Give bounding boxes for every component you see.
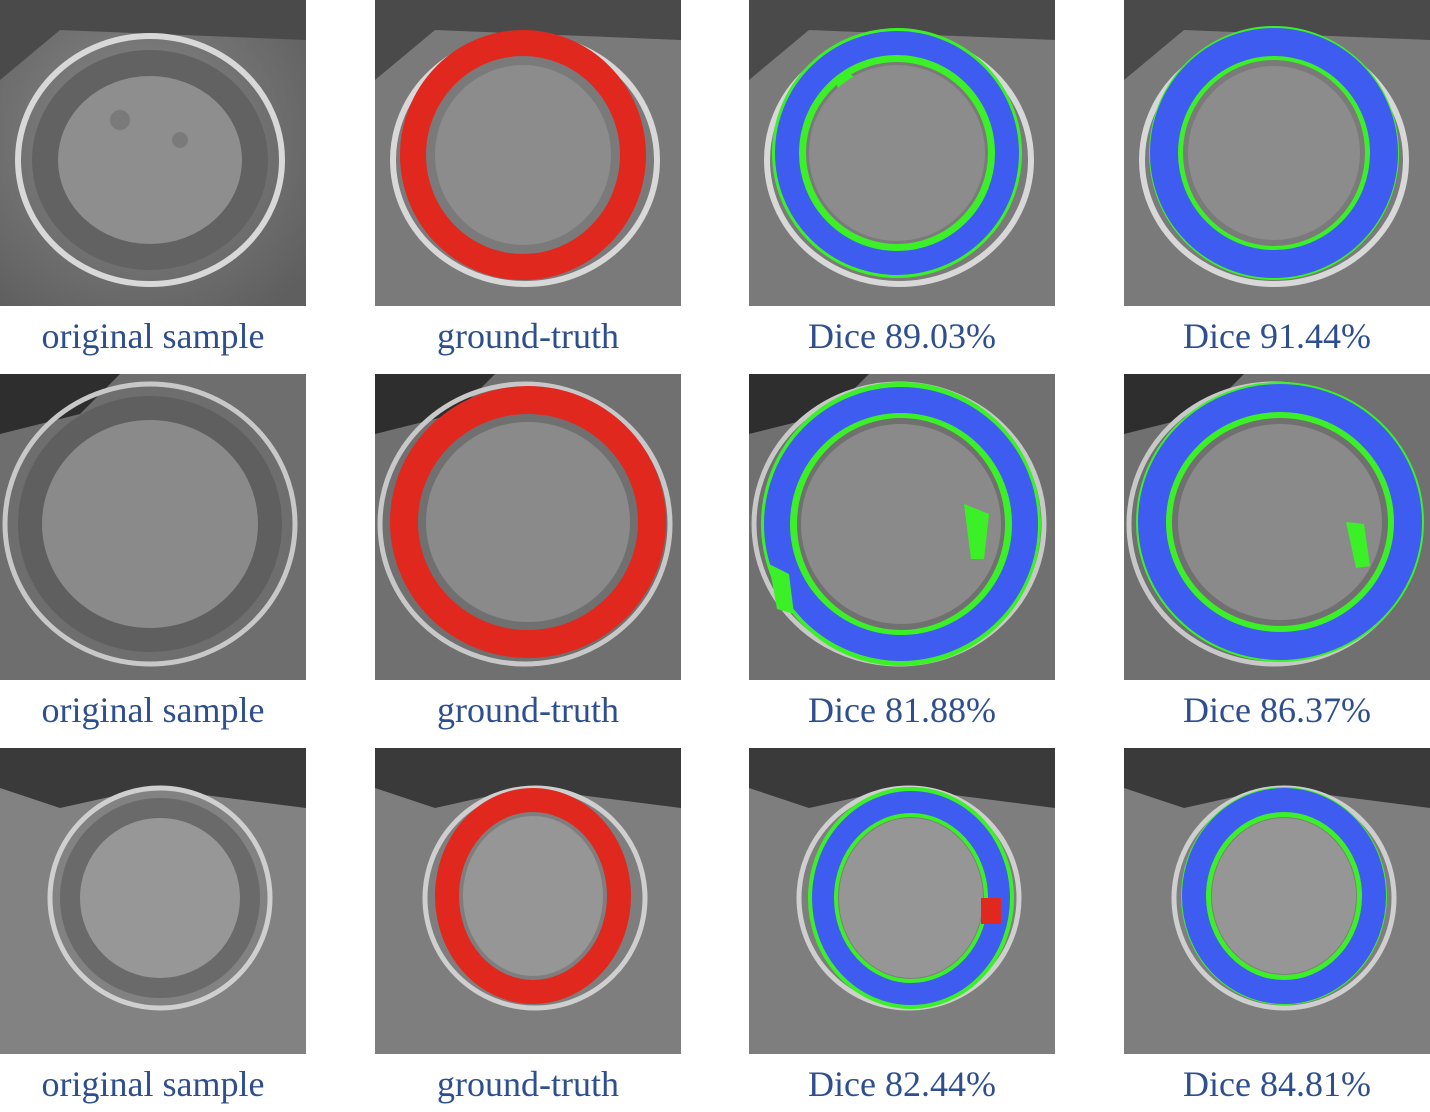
panel-caption: ground-truth: [437, 1064, 619, 1104]
mri-image-prediction-overlay: [1124, 0, 1430, 306]
mri-image-ground-truth-overlay: [375, 0, 681, 306]
mri-image: [0, 374, 306, 680]
mri-image-prediction-overlay: [749, 374, 1055, 680]
panel-caption: ground-truth: [437, 316, 619, 356]
panel-caption: ground-truth: [437, 690, 619, 730]
panel-caption: Dice 84.81%: [1183, 1064, 1371, 1104]
panel-caption: Dice 82.44%: [808, 1064, 996, 1104]
panel-caption: Dice 86.37%: [1183, 690, 1371, 730]
mri-image-prediction-overlay: [1124, 374, 1430, 680]
panel-caption: original sample: [41, 690, 265, 730]
mri-image-ground-truth-overlay: [375, 374, 681, 680]
mri-image-prediction-overlay: [1124, 748, 1430, 1054]
mri-image-ground-truth-overlay: [375, 748, 681, 1054]
mri-image-prediction-overlay: [749, 0, 1055, 306]
panel-caption: Dice 89.03%: [808, 316, 996, 356]
mri-image: [0, 0, 306, 306]
panel-caption: Dice 81.88%: [808, 690, 996, 730]
panel-caption: original sample: [41, 316, 265, 356]
mri-image: [0, 748, 306, 1054]
panel-caption: original sample: [41, 1064, 265, 1104]
panel-caption: Dice 91.44%: [1183, 316, 1371, 356]
mri-image-prediction-overlay: [749, 748, 1055, 1054]
